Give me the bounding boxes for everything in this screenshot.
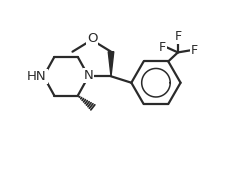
Polygon shape — [108, 52, 114, 76]
Text: O: O — [87, 32, 97, 45]
Text: F: F — [159, 41, 166, 54]
Text: N: N — [84, 69, 93, 82]
Text: F: F — [174, 30, 182, 43]
Text: HN: HN — [27, 70, 46, 83]
Text: F: F — [191, 44, 198, 57]
